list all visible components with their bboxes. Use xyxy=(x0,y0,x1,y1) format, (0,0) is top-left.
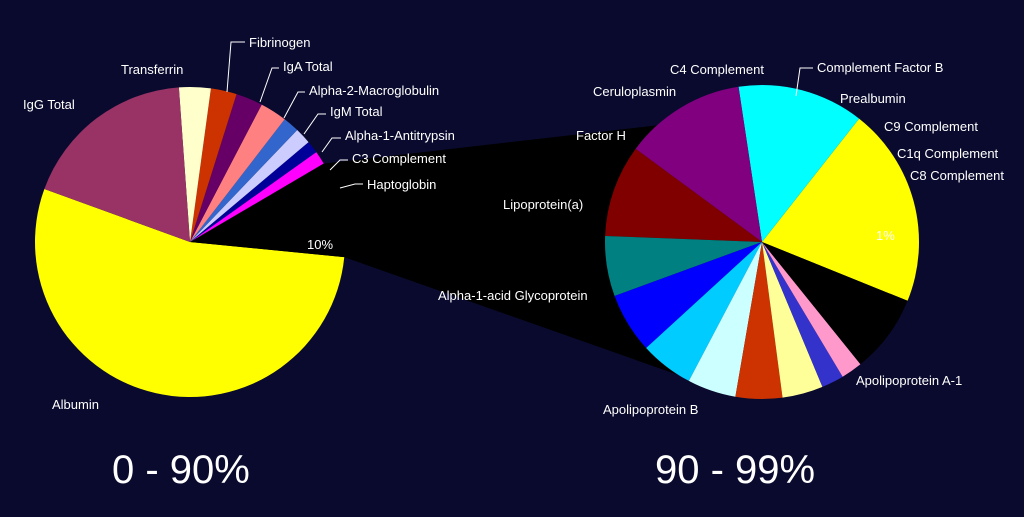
right-pie-slice-apolipoprotein-a-1 xyxy=(762,118,920,301)
right-pie-label-prealbumin: Prealbumin xyxy=(840,91,906,106)
right-pie-slice-ceruloplasmin xyxy=(614,242,762,348)
right-pie-slice-c1q-complement xyxy=(762,242,843,387)
right-pie-label-alpha-1-acid-glycoprotein: Alpha-1-acid Glycoprotein xyxy=(438,288,588,303)
left-pie-label-igm-total: IgM Total xyxy=(330,104,383,119)
left-pie-label-alpha-2-macroglobulin: Alpha-2-Macroglobulin xyxy=(309,83,439,98)
left-pie-label-albumin: Albumin xyxy=(52,397,99,412)
left-pie-slice-albumin xyxy=(34,188,345,398)
right-pie-label-complement-factor-b: Complement Factor B xyxy=(817,60,943,75)
left-pie-label-fibrinogen: Fibrinogen xyxy=(249,35,310,50)
right-pie-label-c8-complement: C8 Complement xyxy=(910,168,1004,183)
left-pie-leader-haptoglobin xyxy=(339,183,363,189)
right-pie-slice-complement-factor-b xyxy=(688,242,762,397)
left-pie-label-alpha-1-antitrypsin: Alpha-1-Antitrypsin xyxy=(345,128,455,143)
left-pie-slice-iga-total xyxy=(190,94,262,242)
left-pie-slice-igg-total xyxy=(44,87,190,243)
left-pie-leader-alpha-2-macroglobulin xyxy=(283,91,305,119)
left-pie-slice-alpha-2-macroglobulin xyxy=(190,104,285,242)
left-pie-leader-alpha-1-antitrypsin xyxy=(321,137,341,153)
right-pie-slice-apolipoprotein-b xyxy=(738,85,860,243)
right-pie-label-c4-complement: C4 Complement xyxy=(670,62,764,77)
left-pie-label-c3-complement: C3 Complement xyxy=(352,151,446,166)
left-pie-slice-alpha-1-antitrypsin xyxy=(190,130,309,242)
left-pie-slice-haptoglobin xyxy=(190,152,324,242)
right-pie-slice-lipoprotein-a xyxy=(605,148,762,242)
left-pie-slice-transferrin xyxy=(178,86,211,242)
right-pie-slice-c9-complement xyxy=(762,242,823,398)
left-pie-slice-fibrinogen xyxy=(190,88,237,242)
left-pie-leader-c3-complement xyxy=(329,159,348,171)
left-pie-leader-fibrinogen xyxy=(226,41,245,93)
right-pie-label-factor-h: Factor H xyxy=(576,128,626,143)
right-pie-slice-factor-h xyxy=(605,235,762,297)
left-pie-label-transferrin: Transferrin xyxy=(121,62,183,77)
right-pie-caption: 90 - 99% xyxy=(655,448,816,492)
right-pie-label-1: 1% xyxy=(876,228,895,243)
right-pie-slice-alpha-1-acid-glycoprotein xyxy=(635,86,762,243)
right-pie-label-c1q-complement: C1q Complement xyxy=(897,146,999,161)
right-pie-slice-1 xyxy=(762,242,908,365)
right-pie-label-lipoprotein-a: Lipoprotein(a) xyxy=(503,197,583,212)
left-pie-slice-igm-total xyxy=(190,119,298,242)
right-pie-slice-prealbumin xyxy=(735,242,783,400)
right-pie-slice-c4-complement xyxy=(646,242,762,381)
right-pie-label-apolipoprotein-a-1: Apolipoprotein A-1 xyxy=(856,373,962,388)
right-pie-label-c9-complement: C9 Complement xyxy=(884,119,978,134)
left-pie-label-iga-total: IgA Total xyxy=(283,59,333,74)
right-pie-label-ceruloplasmin: Ceruloplasmin xyxy=(593,84,676,99)
left-pie-slice-c3-complement xyxy=(190,142,317,242)
left-pie-slice-10 xyxy=(190,163,346,258)
right-pie-label-apolipoprotein-b: Apolipoprotein B xyxy=(603,402,698,417)
left-pie-label-igg-total: IgG Total xyxy=(23,97,75,112)
right-pie-leader-complement-factor-b xyxy=(795,67,813,97)
right-pie-slice-c8-complement xyxy=(762,242,861,377)
left-pie-leader-iga-total xyxy=(259,67,279,103)
left-pie-caption: 0 - 90% xyxy=(112,448,250,492)
left-pie-label-10: 10% xyxy=(307,237,333,252)
left-pie-leader-igm-total xyxy=(303,113,326,135)
left-pie-label-haptoglobin: Haptoglobin xyxy=(367,177,436,192)
